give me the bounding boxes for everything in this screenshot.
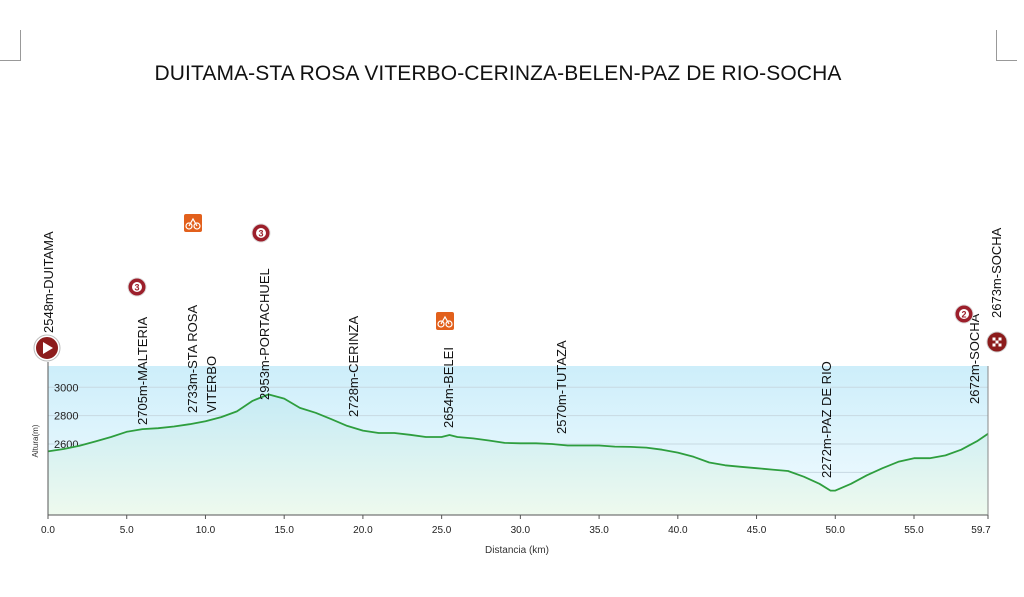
sprint-icon: [436, 312, 454, 330]
station-label: 2654m-BELEI: [441, 347, 456, 428]
category-3-climb-icon: 3: [127, 277, 147, 297]
y-tick-label: 3000: [54, 382, 78, 394]
station-label: 2705m-MALTERIA: [135, 317, 150, 425]
chart-title: DUITAMA-STA ROSA VITERBO-CERINZA-BELEN-P…: [154, 62, 842, 85]
x-tick-label: 15.0: [274, 525, 294, 536]
x-tick-label: 25.0: [432, 525, 452, 536]
x-axis-label: Distancia (km): [485, 545, 549, 556]
x-tick-label: 20.0: [353, 525, 373, 536]
y-tick-label: 2800: [54, 411, 78, 423]
x-tick-label: 45.0: [747, 525, 767, 536]
station-label: 2953m-PORTACHUEL: [257, 268, 272, 400]
x-tick-label: 55.0: [904, 525, 924, 536]
station-label: 2272m-PAZ DE RIO: [819, 361, 834, 478]
category-3-climb-icon: 3: [251, 223, 271, 243]
climb-category-label: 3: [258, 229, 263, 239]
station-label: 2673m-SOCHA: [989, 227, 1004, 318]
y-axis-label: Altura(m): [31, 424, 40, 457]
x-tick-label: 10.0: [196, 525, 216, 536]
x-tick-label: 30.0: [511, 525, 531, 536]
x-tick-label: 5.0: [120, 525, 134, 536]
crop-mark-right: [996, 30, 1017, 61]
category-2-climb-icon: 2: [954, 304, 974, 324]
finish-icon: [986, 331, 1008, 353]
x-tick-label: 59.7: [971, 525, 991, 536]
station-label-line2: VITERBO: [204, 356, 219, 413]
climb-category-label: 3: [134, 283, 139, 293]
start-icon: [33, 334, 61, 362]
x-tick-label: 40.0: [668, 525, 688, 536]
sprint-icon: [184, 214, 202, 232]
x-tick-label: 50.0: [826, 525, 846, 536]
station-label: 2733m-STA ROSA: [185, 305, 200, 413]
station-label: 2672m-SOCHA: [967, 313, 982, 404]
crop-mark-left: [0, 30, 21, 61]
elevation-area: [48, 394, 988, 515]
station-label: 2548m-DUITAMA: [41, 231, 56, 333]
x-tick-label: 0.0: [41, 525, 55, 536]
x-tick-label: 35.0: [589, 525, 609, 536]
elevation-line: [47, 393, 989, 492]
climb-category-label: 2: [961, 310, 966, 320]
station-label: 2570m-TUTAZA: [554, 340, 569, 434]
station-label: 2728m-CERINZA: [346, 316, 361, 417]
